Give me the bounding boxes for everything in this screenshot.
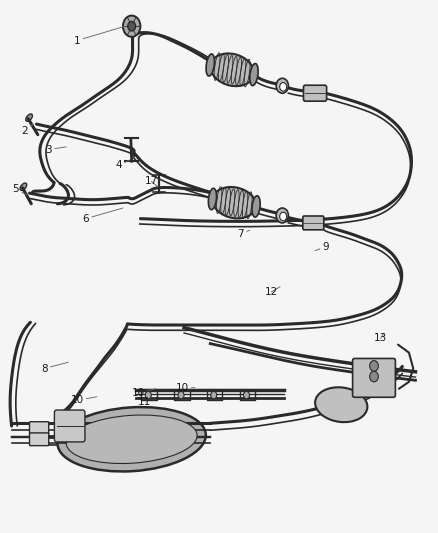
Circle shape	[370, 371, 378, 382]
FancyBboxPatch shape	[29, 422, 49, 434]
Text: 12: 12	[265, 287, 280, 297]
Circle shape	[244, 391, 250, 399]
Ellipse shape	[211, 53, 254, 86]
Text: 13: 13	[374, 333, 387, 343]
Text: 10: 10	[175, 383, 195, 393]
Circle shape	[123, 15, 141, 37]
Ellipse shape	[250, 63, 258, 86]
Ellipse shape	[26, 114, 32, 122]
Text: 9: 9	[315, 242, 329, 252]
Circle shape	[280, 212, 287, 221]
Circle shape	[178, 391, 184, 399]
Circle shape	[280, 83, 287, 91]
Circle shape	[128, 21, 136, 31]
Circle shape	[211, 391, 217, 399]
Ellipse shape	[66, 415, 197, 464]
Ellipse shape	[252, 196, 260, 217]
Text: 6: 6	[82, 208, 123, 224]
FancyBboxPatch shape	[54, 410, 85, 442]
Circle shape	[276, 78, 288, 93]
Circle shape	[276, 208, 288, 223]
Circle shape	[145, 391, 151, 399]
FancyBboxPatch shape	[353, 359, 396, 397]
Ellipse shape	[208, 188, 216, 209]
Text: 8: 8	[41, 362, 68, 374]
Ellipse shape	[315, 387, 367, 422]
Ellipse shape	[20, 183, 27, 190]
Text: 1: 1	[74, 26, 125, 45]
Text: 2: 2	[21, 124, 33, 136]
Text: 11: 11	[138, 397, 154, 407]
FancyBboxPatch shape	[303, 216, 324, 230]
Text: 17: 17	[145, 176, 158, 187]
Text: 7: 7	[237, 229, 250, 239]
Ellipse shape	[57, 407, 206, 472]
Text: 10: 10	[71, 395, 97, 406]
Ellipse shape	[206, 54, 215, 76]
Text: 5: 5	[13, 184, 27, 195]
FancyBboxPatch shape	[304, 85, 327, 101]
Text: 3: 3	[46, 144, 66, 155]
Text: 4: 4	[115, 160, 130, 171]
Text: 10: 10	[132, 388, 155, 398]
FancyBboxPatch shape	[29, 433, 49, 446]
Circle shape	[370, 361, 378, 371]
Ellipse shape	[212, 187, 256, 219]
